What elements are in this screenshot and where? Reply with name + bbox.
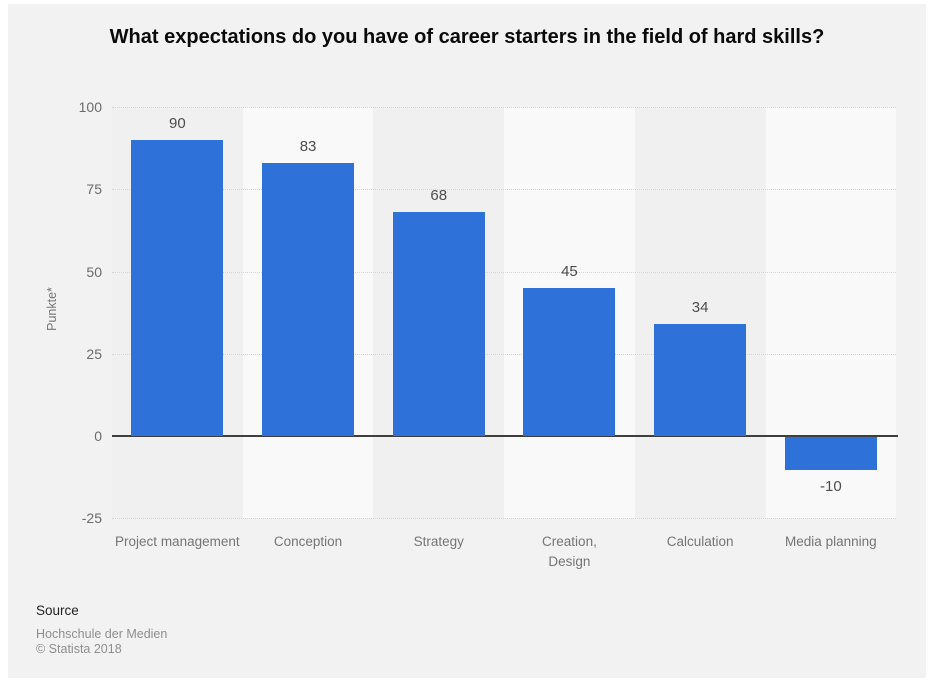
bar-value-label: -10: [820, 477, 842, 495]
bar-value-label: 45: [561, 262, 578, 280]
category-label: Creation, Design: [542, 534, 597, 569]
zero-axis-line: [112, 435, 898, 437]
bar-value-label: 34: [691, 299, 709, 317]
bar-value-label: 68: [430, 187, 448, 205]
bar-value-label: 83: [299, 137, 317, 155]
category-label: Project management: [115, 534, 240, 549]
gridline: [112, 271, 896, 273]
source-block: Source Hochschule der Medien © Statista …: [36, 603, 167, 657]
y-tick-label: -25: [81, 510, 102, 527]
category-label: Conception: [273, 534, 343, 549]
bar-value-label: 90: [169, 114, 186, 132]
y-tick-label: 0: [94, 428, 102, 444]
gridline: [112, 107, 896, 108]
y-tick-label: 100: [78, 99, 102, 115]
y-axis-label: Punkte*: [45, 287, 59, 331]
y-tick-label: 50: [86, 263, 102, 280]
source-name: Hochschule der Medien: [36, 627, 168, 641]
chart-title: What expectations do you have of career …: [109, 26, 825, 48]
gridline: [112, 518, 896, 520]
bar[interactable]: [523, 287, 616, 436]
bar[interactable]: [131, 139, 224, 436]
gridline: [112, 189, 896, 191]
bar[interactable]: [392, 212, 485, 436]
copyright-notice: © Statista 2018: [36, 642, 122, 656]
bar[interactable]: [654, 324, 747, 436]
category-label: Calculation: [666, 534, 734, 549]
y-tick-label: 75: [86, 181, 102, 198]
plot-band: [634, 107, 766, 518]
bar[interactable]: [784, 437, 877, 470]
category-label: Media planning: [785, 534, 877, 549]
source-heading: Source: [36, 603, 79, 618]
gridline: [112, 353, 896, 355]
y-tick-label: 25: [86, 345, 102, 362]
category-label: Strategy: [413, 534, 464, 549]
bar[interactable]: [262, 162, 355, 436]
